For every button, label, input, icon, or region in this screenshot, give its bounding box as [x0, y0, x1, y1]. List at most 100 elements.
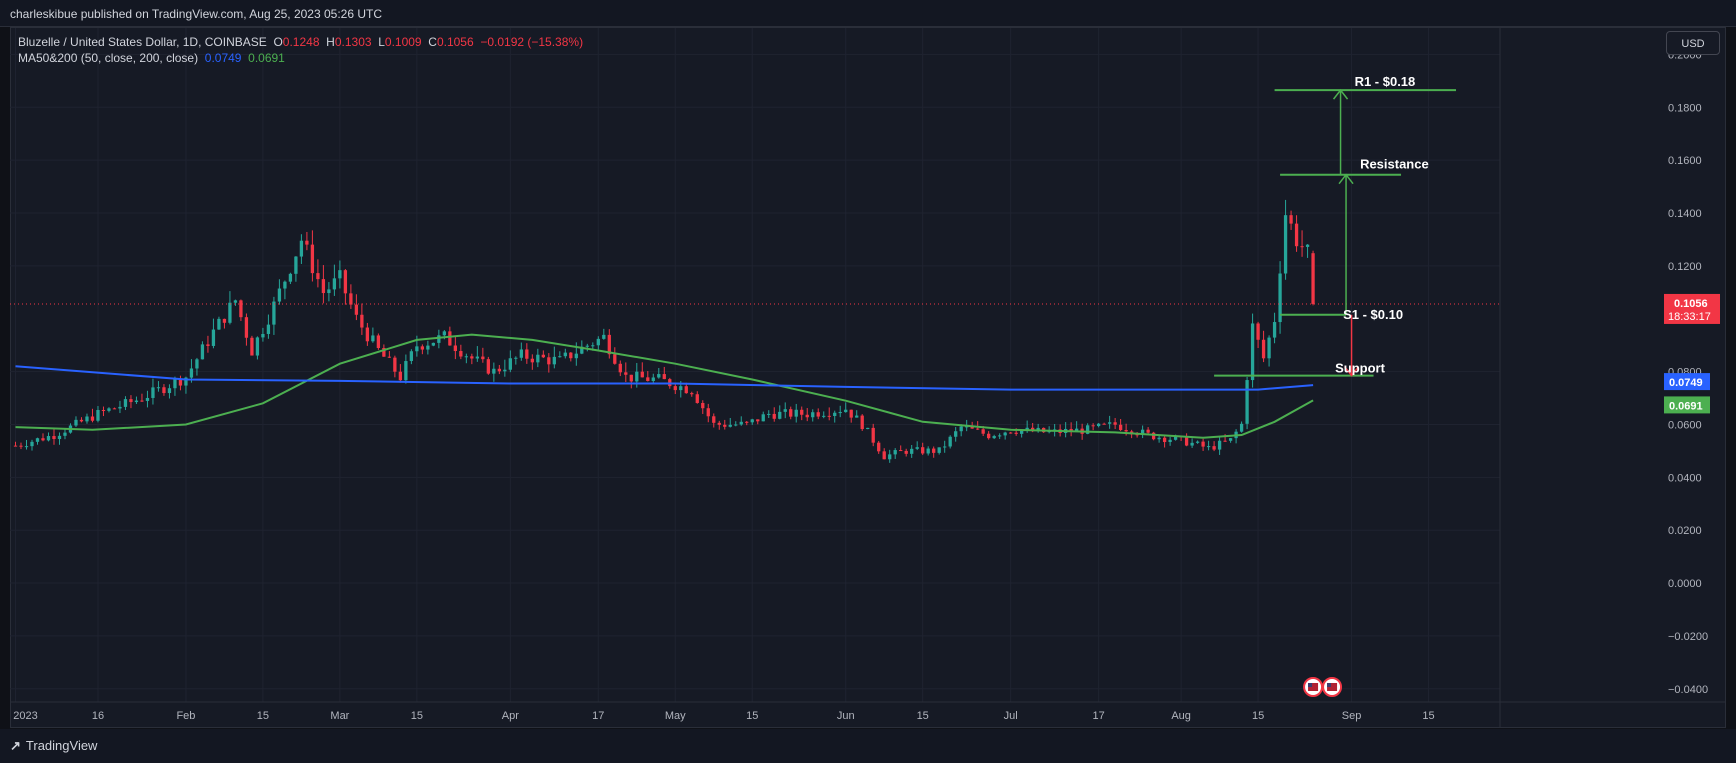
candle-body	[1283, 215, 1288, 274]
candle-body	[871, 427, 875, 443]
candle-body	[580, 346, 584, 354]
candle-body	[1107, 422, 1112, 424]
us-flag-icon	[1327, 683, 1338, 691]
x-tick-label: 15	[1252, 710, 1264, 722]
candle-body	[184, 377, 188, 386]
candle-body	[1278, 273, 1282, 323]
candle-body	[761, 414, 765, 422]
candle-body	[1118, 424, 1123, 431]
candle-body	[189, 368, 194, 378]
candle-body	[1102, 423, 1106, 425]
candle-body	[442, 331, 447, 336]
last-price-badge	[1664, 293, 1720, 324]
candle-body	[926, 448, 930, 454]
candle-body	[981, 429, 985, 434]
us-flag-icon	[1308, 683, 1319, 691]
symbol-title: Bluzelle / United States Dollar, 1D, COI…	[18, 35, 267, 49]
x-tick-label: 17	[592, 710, 604, 722]
candle-body	[866, 427, 870, 430]
candle-body	[827, 415, 831, 417]
x-tick-label: May	[665, 710, 686, 722]
ma-value-badge	[1664, 396, 1710, 414]
candle-body	[497, 368, 501, 372]
x-tick-label: Feb	[176, 710, 195, 722]
candle-body	[464, 356, 468, 358]
candle-body	[734, 424, 738, 426]
candle-body	[943, 446, 947, 448]
candle-body	[739, 421, 743, 425]
candle-body	[1289, 215, 1293, 224]
candle-body	[888, 454, 892, 460]
candle-body	[959, 426, 963, 432]
candle-body	[376, 335, 381, 348]
chart-pane[interactable]	[10, 27, 1726, 728]
x-tick-label: Aug	[1171, 710, 1191, 722]
candle-body	[833, 412, 837, 417]
candle-body	[651, 377, 655, 381]
candle-body	[437, 335, 441, 343]
candle-body	[525, 349, 529, 359]
us-flag-icon	[1308, 683, 1313, 687]
candle-body	[118, 406, 122, 409]
candle-body	[1261, 339, 1266, 359]
candle-body	[800, 409, 804, 415]
currency-button[interactable]: USD	[1666, 31, 1720, 55]
candle-body	[239, 300, 243, 318]
candle-body	[860, 415, 864, 430]
candle-body	[1206, 446, 1211, 448]
candle-body	[1096, 423, 1101, 427]
us-flag-icon	[1327, 683, 1332, 687]
ma50-legend-value: 0.0749	[204, 51, 242, 65]
candle-body	[976, 428, 980, 430]
candle-body	[140, 400, 144, 402]
ma-value-badge	[1664, 373, 1710, 391]
candle-body	[134, 400, 139, 403]
last-price-label: 0.1056	[1674, 298, 1708, 310]
candle-body	[415, 346, 419, 352]
candle-body	[1184, 436, 1189, 446]
candle-body	[1245, 380, 1249, 424]
candle-body	[332, 278, 337, 290]
candle-body	[536, 354, 540, 363]
candle-body	[805, 414, 809, 418]
candle-body	[602, 334, 606, 339]
candle-body	[338, 270, 342, 279]
candle-body	[1267, 337, 1271, 359]
candle-body	[503, 369, 507, 372]
candle-body	[200, 344, 205, 360]
tradingview-logo[interactable]: ↗ TradingView	[10, 738, 97, 754]
candle-body	[712, 416, 716, 423]
ma50-line	[15, 333, 1314, 439]
candle-body	[360, 314, 364, 328]
candle-body	[508, 358, 512, 370]
y-tick-label: 0.0200	[1668, 525, 1702, 537]
candle-body	[492, 368, 496, 374]
candle-body	[1195, 441, 1200, 443]
candle-body	[745, 421, 749, 423]
candle-body	[112, 408, 117, 410]
candle-body	[1168, 439, 1172, 443]
candle-body	[266, 324, 271, 334]
x-tick-label: 16	[92, 710, 104, 722]
candle-body	[85, 416, 89, 422]
candle-body	[1020, 430, 1024, 434]
candle-body	[1228, 438, 1233, 441]
low-value: 0.1009	[384, 35, 422, 49]
candle-body	[1212, 446, 1216, 450]
candle-body	[19, 445, 23, 447]
candle-body	[354, 304, 359, 315]
candle-body	[1300, 246, 1304, 248]
tradingview-logo-icon: ↗	[10, 738, 21, 753]
candle-body	[1311, 253, 1315, 304]
candle-body	[673, 386, 677, 391]
candle-body	[657, 374, 661, 378]
candle-body	[899, 450, 903, 452]
candle-body	[723, 424, 727, 427]
candle-body	[552, 356, 556, 365]
candle-body	[1091, 425, 1095, 427]
candle-body	[431, 342, 436, 346]
candle-body	[321, 279, 326, 294]
candle-body	[1085, 425, 1090, 434]
candle-body	[1140, 429, 1145, 435]
